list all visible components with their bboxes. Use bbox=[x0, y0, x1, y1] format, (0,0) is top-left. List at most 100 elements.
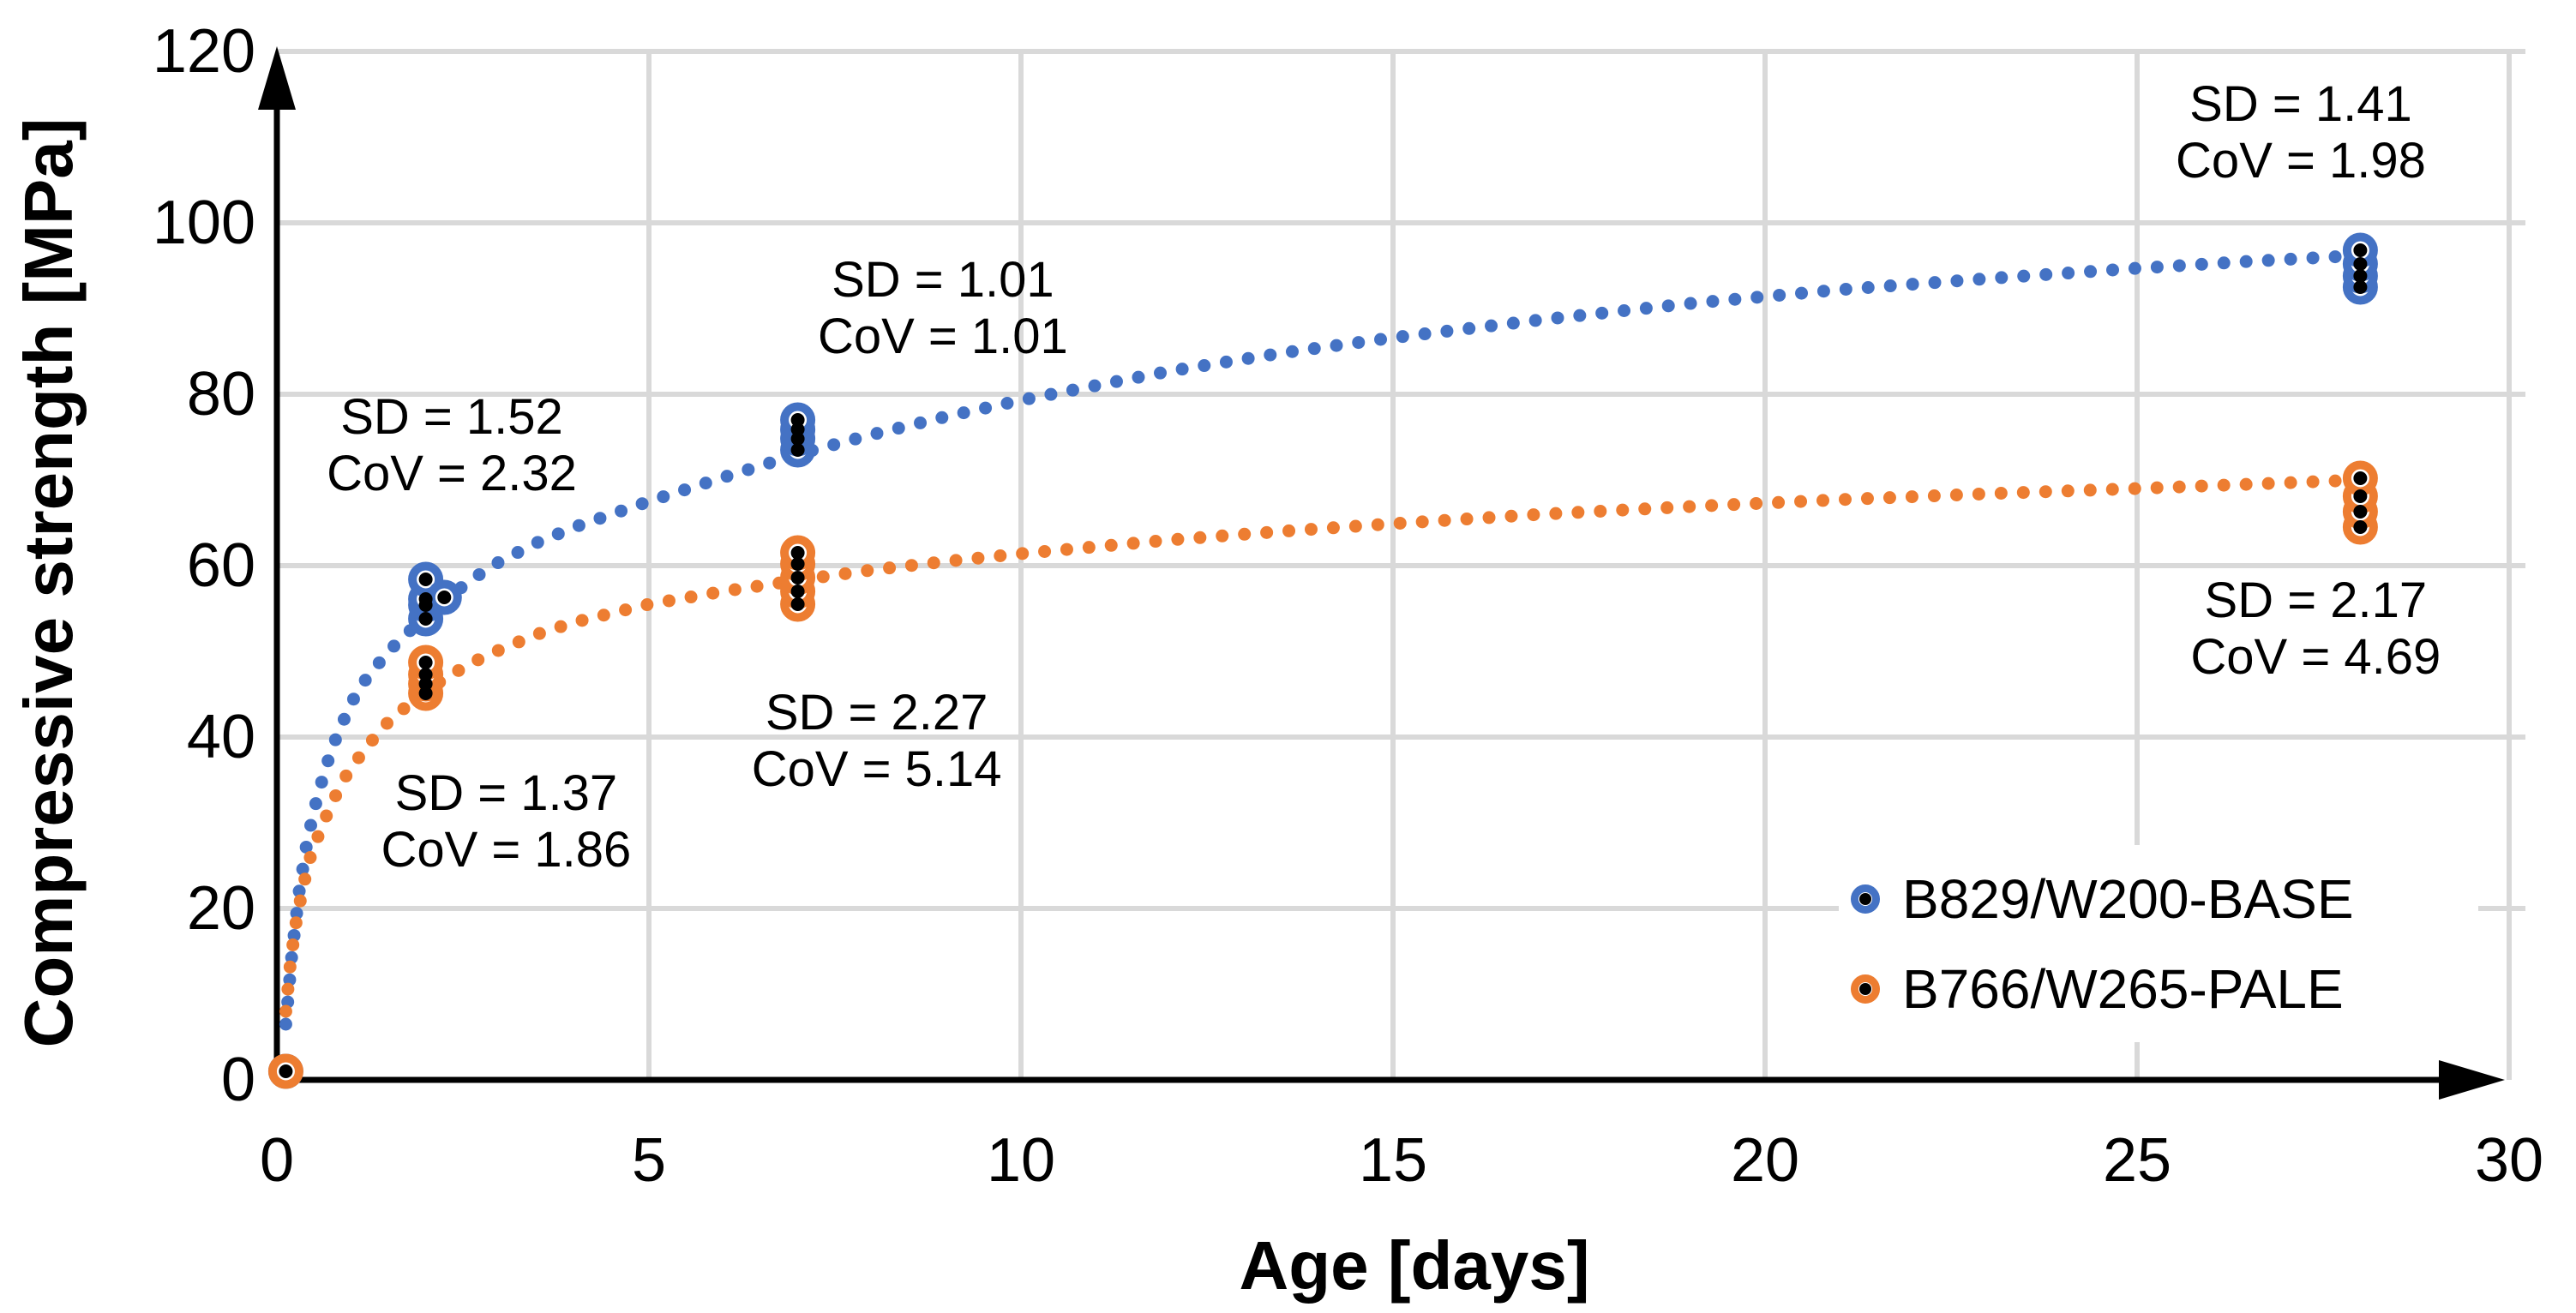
x-tick-label-30: 30 bbox=[2474, 1126, 2544, 1195]
x-tick-label-0: 0 bbox=[259, 1126, 295, 1195]
trend-dot bbox=[1905, 490, 1918, 504]
trend-dot bbox=[1060, 543, 1073, 556]
trend-dot bbox=[1088, 379, 1102, 393]
data-marker-center bbox=[790, 413, 805, 427]
trend-dot bbox=[471, 653, 485, 667]
trend-dot bbox=[1066, 383, 1079, 397]
data-marker-center bbox=[418, 677, 433, 691]
data-marker-center bbox=[790, 571, 805, 585]
trend-dotted-line-b829-w200-base bbox=[279, 249, 2364, 1031]
trend-dot bbox=[657, 490, 670, 504]
trend-dot bbox=[286, 938, 300, 951]
data-marker-center bbox=[790, 585, 805, 598]
trend-dot bbox=[2172, 259, 2186, 273]
trend-dot bbox=[321, 754, 335, 768]
legend-label: B766/W265-PALE bbox=[1902, 957, 2344, 1020]
annotation-line: CoV = 4.69 bbox=[2190, 629, 2441, 685]
trend-dot bbox=[1022, 392, 1036, 405]
axes bbox=[258, 46, 2505, 1100]
trend-dot bbox=[1326, 521, 1340, 535]
trend-dot bbox=[615, 504, 628, 518]
trend-dot bbox=[927, 556, 940, 570]
trend-dot bbox=[397, 702, 411, 716]
trend-dot bbox=[1038, 544, 1052, 558]
x-tick-label-20: 20 bbox=[1730, 1126, 1800, 1195]
trend-dot bbox=[2128, 482, 2141, 495]
trend-dot bbox=[279, 1017, 292, 1031]
annotation-line: CoV = 2.32 bbox=[327, 446, 577, 501]
trend-dot bbox=[293, 894, 307, 908]
trend-dot bbox=[1238, 527, 1252, 541]
trend-dot bbox=[1485, 319, 1498, 333]
data-marker-center bbox=[2353, 243, 2368, 257]
trend-dot bbox=[1973, 273, 1986, 286]
trend-dot bbox=[1415, 515, 1429, 529]
trend-dot bbox=[1260, 525, 1274, 539]
trend-dot bbox=[1816, 285, 1830, 298]
trend-dot bbox=[512, 635, 525, 649]
legend-item-b829-w200-base: B829/W200-BASE bbox=[1839, 854, 2478, 944]
trend-dot bbox=[1661, 299, 1675, 313]
trend-dot bbox=[1549, 507, 1563, 520]
trend-dot bbox=[861, 564, 874, 578]
trend-dot bbox=[1928, 276, 1942, 290]
trend-dot bbox=[1506, 316, 1520, 330]
trend-dotted-line-b766-w265-pale bbox=[279, 473, 2364, 1018]
trend-dot bbox=[2128, 261, 2141, 275]
data-marker-center bbox=[418, 656, 433, 669]
trend-dot bbox=[816, 570, 830, 584]
trend-dot bbox=[1528, 314, 1542, 327]
trend-dot bbox=[1171, 532, 1185, 546]
trend-dot bbox=[2239, 255, 2253, 268]
data-marker-center bbox=[418, 668, 433, 681]
y-axis-title: Compressive strength [MPa] bbox=[10, 117, 87, 1048]
annotation-line: CoV = 1.98 bbox=[2176, 133, 2426, 189]
trend-dot bbox=[1551, 311, 1564, 325]
trend-dot bbox=[593, 512, 607, 525]
data-marker-center bbox=[2353, 280, 2368, 294]
trend-dot bbox=[303, 851, 317, 865]
trend-dot bbox=[1573, 309, 1587, 322]
trend-dot bbox=[2306, 475, 2320, 489]
trend-dot bbox=[635, 497, 649, 511]
x-tick-label-15: 15 bbox=[1358, 1126, 1428, 1195]
trend-dot bbox=[296, 862, 309, 876]
y-tick-label-120: 120 bbox=[152, 17, 255, 86]
annotation-sd-cov-b829-w200-base-4: SD = 1.41 CoV = 1.98 bbox=[2176, 76, 2426, 189]
trend-dot bbox=[365, 734, 379, 747]
trend-dot bbox=[299, 840, 313, 854]
trend-dot bbox=[1906, 278, 1919, 291]
trend-dot bbox=[532, 627, 546, 640]
trend-dot bbox=[1241, 351, 1255, 365]
trend-dot bbox=[1927, 489, 1941, 503]
trend-dot bbox=[575, 614, 589, 627]
trend-dot bbox=[1571, 506, 1585, 519]
trend-dot bbox=[1352, 336, 1366, 350]
trend-dot bbox=[2284, 252, 2297, 266]
trend-dot bbox=[1219, 355, 1233, 369]
trend-dot bbox=[827, 438, 841, 452]
y-axis-arrow-icon bbox=[258, 46, 296, 110]
trend-dot bbox=[1126, 537, 1140, 550]
trend-dot bbox=[1304, 523, 1318, 537]
y-tick-label-80: 80 bbox=[186, 360, 255, 429]
trend-dot bbox=[1109, 375, 1123, 388]
trend-dot bbox=[1972, 487, 1985, 501]
trend-dot bbox=[2106, 263, 2120, 277]
trend-dot bbox=[311, 830, 325, 843]
trend-dot bbox=[1216, 529, 1229, 543]
data-marker-center bbox=[418, 612, 433, 626]
trend-dot bbox=[2261, 254, 2275, 267]
trend-dot bbox=[1773, 288, 1786, 302]
annotation-line: CoV = 1.01 bbox=[817, 309, 1068, 364]
trend-dot bbox=[2239, 477, 2253, 491]
trend-dot bbox=[2084, 265, 2098, 279]
trend-dot bbox=[1044, 387, 1058, 401]
x-tick-label-5: 5 bbox=[631, 1126, 667, 1195]
trend-dot bbox=[329, 788, 343, 802]
annotation-line: SD = 1.52 bbox=[340, 389, 563, 445]
trend-dot bbox=[358, 674, 372, 687]
annotation-line: SD = 1.37 bbox=[394, 765, 618, 821]
trend-dot bbox=[2016, 486, 2030, 500]
trend-dot bbox=[619, 603, 633, 617]
